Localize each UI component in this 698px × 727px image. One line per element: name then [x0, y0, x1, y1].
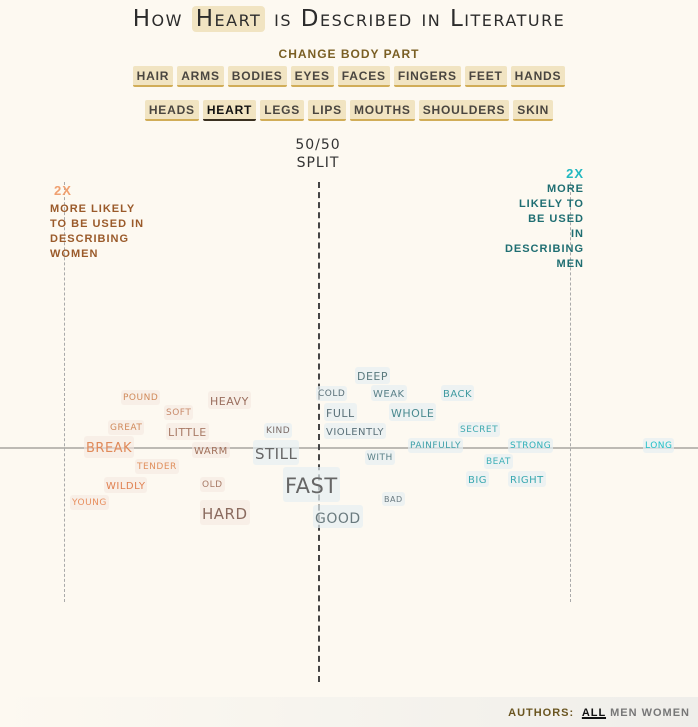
body-part-button-mouths[interactable]: MOUTHS — [349, 100, 415, 121]
word-pound[interactable]: pound — [121, 389, 161, 405]
men-annotation-line: MORE — [547, 183, 584, 195]
footer-bar — [0, 697, 698, 727]
word-great[interactable]: great — [108, 419, 145, 435]
body-part-button-fingers[interactable]: FINGERS — [393, 66, 461, 87]
title-prefix: How — [132, 6, 183, 32]
authors-option-men[interactable]: MEN — [610, 707, 638, 719]
word-good[interactable]: good — [313, 504, 363, 528]
women-2x-guide-line — [64, 182, 65, 602]
body-part-button-faces[interactable]: FACES — [337, 66, 390, 87]
body-part-row-1: HAIR ARMS BODIES EYES FACES FINGERS FEET… — [0, 66, 698, 87]
page-title: How Heart is Described in Literature — [0, 6, 698, 32]
split-label-line1: 50/50 — [295, 137, 341, 153]
body-part-button-skin[interactable]: SKIN — [513, 100, 554, 121]
women-annotation-line: WOMEN — [50, 248, 99, 260]
title-suffix: is Described in Literature — [274, 6, 566, 32]
word-with[interactable]: with — [365, 449, 395, 465]
women-annotation-line: DESCRIBING — [50, 233, 130, 245]
men-annotation: 2X MORE LIKELY TO BE USED IN DESCRIBING … — [505, 166, 584, 272]
women-annotation-value: 2X — [54, 183, 72, 198]
word-strong[interactable]: strong — [508, 437, 554, 453]
word-fast[interactable]: fast — [283, 466, 340, 502]
word-cold[interactable]: cold — [316, 385, 348, 401]
body-part-button-eyes[interactable]: EYES — [290, 66, 334, 87]
change-body-part-label: CHANGE BODY PART — [278, 47, 420, 61]
word-bad[interactable]: bad — [382, 491, 405, 506]
split-label-line2: SPLIT — [296, 155, 340, 171]
word-break[interactable]: break — [84, 435, 135, 458]
word-whole[interactable]: whole — [389, 402, 437, 422]
body-part-row-2: HEADS HEART LEGS LIPS MOUTHS SHOULDERS S… — [0, 100, 698, 121]
men-annotation-value: 2X — [566, 166, 584, 181]
body-part-button-bodies[interactable]: BODIES — [227, 66, 287, 87]
word-long[interactable]: long — [643, 437, 675, 453]
word-painfully[interactable]: painfully — [408, 437, 463, 453]
word-kind[interactable]: kind — [264, 422, 293, 438]
body-part-button-shoulders[interactable]: SHOULDERS — [418, 100, 510, 121]
word-old[interactable]: old — [200, 476, 225, 492]
men-annotation-line: BE USED — [528, 213, 584, 225]
word-still[interactable]: still — [253, 440, 300, 466]
body-part-button-hair[interactable]: HAIR — [132, 66, 174, 87]
word-deep[interactable]: deep — [355, 366, 391, 385]
men-annotation-line: DESCRIBING — [504, 243, 584, 255]
word-big[interactable]: big — [466, 471, 490, 488]
body-part-button-lips[interactable]: LIPS — [308, 100, 346, 121]
men-2x-guide-line — [570, 182, 571, 602]
word-tender[interactable]: tender — [135, 458, 179, 474]
word-back[interactable]: back — [441, 385, 475, 402]
word-soft[interactable]: soft — [164, 404, 194, 420]
authors-label: AUTHORS: — [508, 707, 575, 719]
body-part-button-arms[interactable]: ARMS — [177, 66, 224, 87]
authors-option-all[interactable]: ALL — [581, 707, 607, 719]
women-annotation-line: TO BE USED IN — [50, 218, 145, 230]
word-right[interactable]: right — [508, 471, 546, 488]
men-annotation-line: IN — [571, 228, 584, 240]
center-split-label: 50/50 SPLIT — [268, 136, 368, 172]
women-annotation: 2X MORE LIKELY TO BE USED IN DESCRIBING … — [50, 183, 144, 262]
word-beat[interactable]: beat — [484, 453, 513, 469]
body-part-button-heart[interactable]: HEART — [202, 100, 257, 121]
word-heavy[interactable]: heavy — [208, 390, 251, 410]
body-part-button-legs[interactable]: LEGS — [260, 100, 305, 121]
authors-filter: AUTHORS: ALL MEN WOMEN — [508, 707, 690, 719]
title-body-part: Heart — [191, 6, 266, 32]
word-young[interactable]: young — [70, 494, 109, 510]
women-annotation-line: MORE LIKELY — [50, 203, 136, 215]
word-little[interactable]: little — [166, 422, 209, 441]
word-warm[interactable]: warm — [192, 442, 230, 459]
men-annotation-line: MEN — [556, 258, 584, 270]
authors-option-women[interactable]: WOMEN — [641, 707, 690, 719]
word-wildly[interactable]: wildly — [104, 477, 148, 494]
word-weak[interactable]: weak — [371, 385, 407, 402]
body-part-button-feet[interactable]: FEET — [464, 66, 507, 87]
word-hard[interactable]: hard — [200, 500, 250, 526]
center-split-line — [318, 182, 320, 682]
word-secret[interactable]: secret — [458, 421, 501, 437]
word-violently[interactable]: violently — [324, 423, 386, 440]
horizontal-axis-line — [0, 447, 698, 449]
body-part-button-hands[interactable]: HANDS — [510, 66, 566, 87]
men-annotation-line: LIKELY TO — [518, 198, 584, 210]
word-full[interactable]: full — [324, 402, 357, 422]
body-part-button-heads[interactable]: HEADS — [144, 100, 199, 121]
